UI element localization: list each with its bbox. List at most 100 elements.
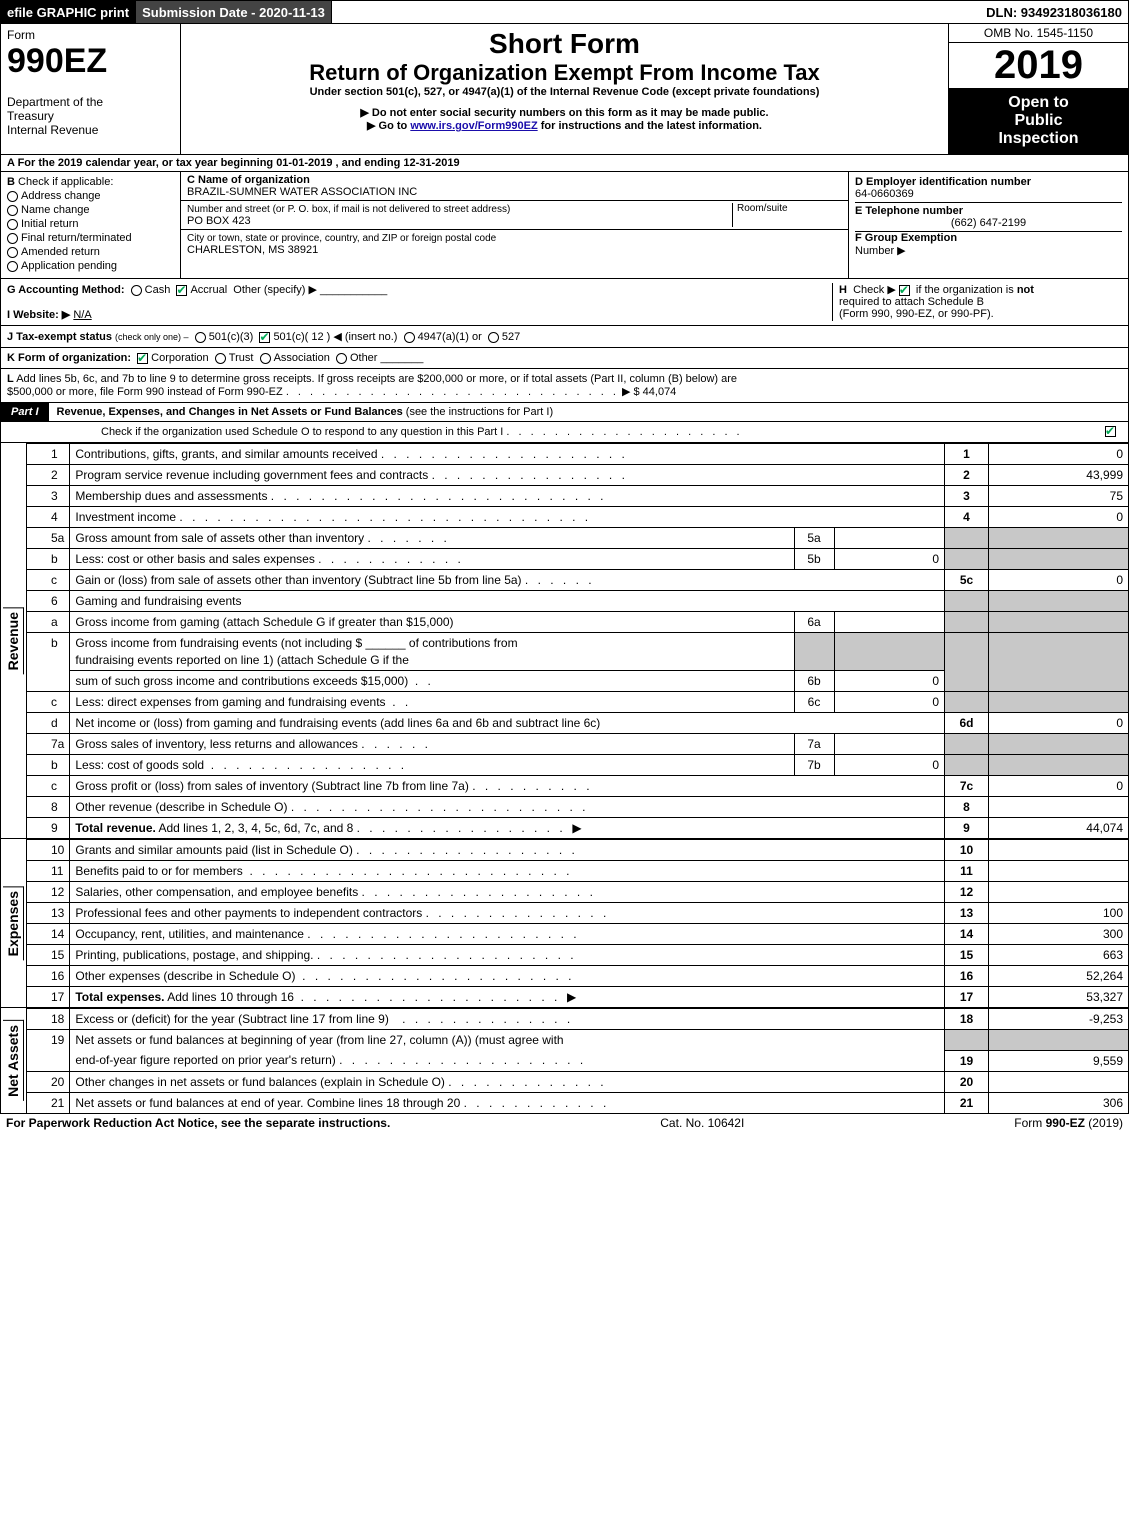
revenue-table: 1Contributions, gifts, grants, and simil…	[27, 443, 1129, 839]
line-6c: c Less: direct expenses from gaming and …	[27, 692, 1129, 713]
line-18: 18Excess or (deficit) for the year (Subt…	[27, 1009, 1129, 1030]
col-c: C Name of organization BRAZIL-SUMNER WAT…	[181, 172, 848, 278]
line-9: 9Total revenue. Add lines 1, 2, 3, 4, 5c…	[27, 818, 1129, 839]
part1-label: Part I	[1, 403, 49, 421]
room-suite-label: Room/suite	[732, 203, 842, 227]
dept-line1: Department of the	[7, 95, 174, 109]
b-check-label: Check if applicable:	[18, 176, 113, 188]
form-header: Form 990EZ Department of the Treasury In…	[0, 24, 1129, 155]
netassets-table: 18Excess or (deficit) for the year (Subt…	[27, 1008, 1129, 1114]
line-19b: end-of-year figure reported on prior yea…	[27, 1050, 1129, 1071]
line-7a: 7a Gross sales of inventory, less return…	[27, 734, 1129, 755]
i-label: I Website: ▶	[7, 309, 70, 321]
line-5a: 5a Gross amount from sale of assets othe…	[27, 528, 1129, 549]
line-7c: cGross profit or (loss) from sales of in…	[27, 776, 1129, 797]
b-label: B	[7, 176, 15, 188]
line-5b: b Less: cost or other basis and sales ex…	[27, 549, 1129, 570]
col-d: D Employer identification number 64-0660…	[848, 172, 1128, 278]
line-6a: a Gross income from gaming (attach Sched…	[27, 612, 1129, 633]
ein: 64-0660369	[855, 188, 914, 200]
c-name-label: C Name of organization	[187, 174, 310, 186]
cb-corp[interactable]	[137, 353, 148, 364]
cb-name-change[interactable]	[7, 205, 18, 216]
form-number: 990EZ	[7, 42, 174, 81]
cb-assoc[interactable]	[260, 353, 271, 364]
note-link: ▶ Go to www.irs.gov/Form990EZ for instru…	[189, 119, 940, 132]
cb-accrual[interactable]	[176, 285, 187, 296]
cb-4947[interactable]	[404, 332, 415, 343]
d-ein-label: D Employer identification number	[855, 176, 1031, 188]
row-j: J Tax-exempt status (check only one) – 5…	[0, 326, 1129, 348]
revenue-section: Revenue 1Contributions, gifts, grants, a…	[0, 443, 1129, 839]
cb-trust[interactable]	[215, 353, 226, 364]
line-7b: b Less: cost of goods sold . . . . . . .…	[27, 755, 1129, 776]
line-13: 13Professional fees and other payments t…	[27, 903, 1129, 924]
g-label: G Accounting Method:	[7, 284, 125, 296]
street: PO BOX 423	[187, 215, 251, 227]
dln: DLN: 93492318036180	[980, 1, 1128, 23]
c-city-label: City or town, state or province, country…	[187, 233, 496, 244]
revenue-label: Revenue	[3, 607, 24, 674]
row-l: L Add lines 5b, 6c, and 7b to line 9 to …	[0, 369, 1129, 403]
footer-paperwork: For Paperwork Reduction Act Notice, see …	[6, 1116, 390, 1130]
line-6: 6Gaming and fundraising events	[27, 591, 1129, 612]
return-title: Return of Organization Exempt From Incom…	[189, 60, 940, 86]
row-k: K Form of organization: Corporation Trus…	[0, 348, 1129, 369]
line-16: 16Other expenses (describe in Schedule O…	[27, 966, 1129, 987]
part1-bar: Part I Revenue, Expenses, and Changes in…	[0, 403, 1129, 422]
cb-other-org[interactable]	[336, 353, 347, 364]
cb-501c[interactable]	[259, 332, 270, 343]
cb-final-return[interactable]	[7, 233, 18, 244]
cb-address-change[interactable]	[7, 191, 18, 202]
under-section: Under section 501(c), 527, or 4947(a)(1)…	[189, 86, 940, 98]
note2-post: for instructions and the latest informat…	[538, 120, 762, 132]
cb-schedule-o[interactable]	[1105, 426, 1116, 437]
part1-title: Revenue, Expenses, and Changes in Net As…	[49, 406, 554, 418]
note2-pre: ▶ Go to	[367, 120, 410, 132]
page-footer: For Paperwork Reduction Act Notice, see …	[0, 1114, 1129, 1132]
cb-amended[interactable]	[7, 247, 18, 258]
cb-schedule-b[interactable]	[899, 285, 910, 296]
city: CHARLESTON, MS 38921	[187, 244, 318, 256]
cb-501c3[interactable]	[195, 332, 206, 343]
e-phone-label: E Telephone number	[855, 205, 963, 217]
cb-cash[interactable]	[131, 285, 142, 296]
netassets-section: Net Assets 18Excess or (deficit) for the…	[0, 1008, 1129, 1114]
dept-line2: Treasury	[7, 109, 174, 123]
l-amount: ▶ $ 44,074	[622, 386, 676, 398]
open-inspection: Open to Public Inspection	[949, 88, 1128, 154]
netassets-label: Net Assets	[3, 1020, 24, 1101]
f-group-label: F Group Exemption	[855, 232, 957, 244]
header-right: OMB No. 1545-1150 2019 Open to Public In…	[948, 24, 1128, 154]
line-15: 15Printing, publications, postage, and s…	[27, 945, 1129, 966]
submission-date: Submission Date - 2020-11-13	[136, 1, 332, 23]
section-bcd: B Check if applicable: Address change Na…	[0, 172, 1129, 279]
line-1: 1Contributions, gifts, grants, and simil…	[27, 444, 1129, 465]
cb-initial-return[interactable]	[7, 219, 18, 230]
header-left: Form 990EZ Department of the Treasury In…	[1, 24, 181, 154]
phone: (662) 647-2199	[855, 217, 1122, 229]
c-street-label: Number and street (or P. O. box, if mail…	[187, 204, 510, 215]
cb-app-pending[interactable]	[7, 261, 18, 272]
top-bar: efile GRAPHIC print Submission Date - 20…	[0, 0, 1129, 24]
footer-catno: Cat. No. 10642I	[390, 1116, 1014, 1130]
l-label: L	[7, 373, 14, 385]
cb-527[interactable]	[488, 332, 499, 343]
short-form: Short Form	[189, 28, 940, 60]
j-label: J Tax-exempt status	[7, 331, 112, 343]
website: N/A	[73, 309, 91, 321]
line-6b: b Gross income from fundraising events (…	[27, 633, 1129, 692]
omb-number: OMB No. 1545-1150	[949, 24, 1128, 43]
expenses-label: Expenses	[3, 886, 24, 960]
header-center: Short Form Return of Organization Exempt…	[181, 24, 948, 154]
irs-link[interactable]: www.irs.gov/Form990EZ	[410, 120, 537, 132]
col-b: B Check if applicable: Address change Na…	[1, 172, 181, 278]
note-ssn: ▶ Do not enter social security numbers o…	[189, 106, 940, 119]
line-5c: cGain or (loss) from sale of assets othe…	[27, 570, 1129, 591]
expenses-section: Expenses 10Grants and similar amounts pa…	[0, 839, 1129, 1008]
efile-print[interactable]: efile GRAPHIC print	[1, 1, 136, 23]
k-label: K Form of organization:	[7, 352, 131, 364]
tax-year: 2019	[949, 43, 1128, 88]
h-label: H	[839, 284, 847, 296]
line-20: 20Other changes in net assets or fund ba…	[27, 1071, 1129, 1092]
